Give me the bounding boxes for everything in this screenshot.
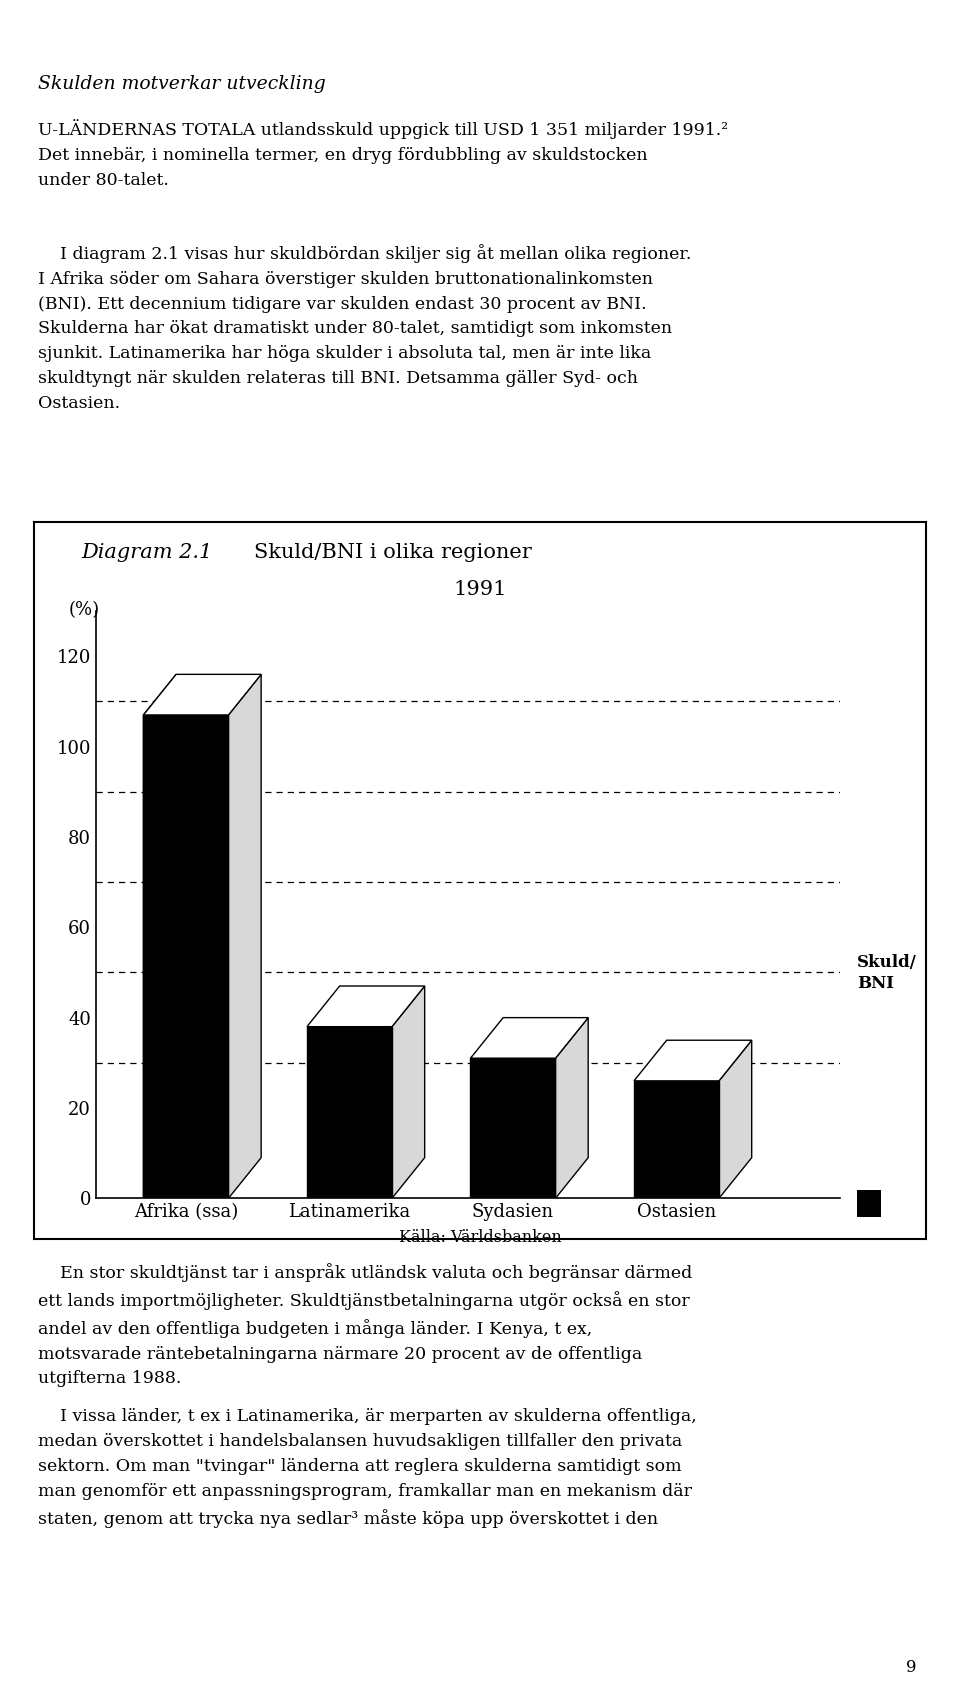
Text: Skulden motverkar utveckling: Skulden motverkar utveckling <box>38 75 326 94</box>
Polygon shape <box>143 674 176 1198</box>
Polygon shape <box>392 987 424 1198</box>
Bar <box>307 1026 392 1198</box>
Text: Skuld/BNI i olika regioner: Skuld/BNI i olika regioner <box>254 543 532 562</box>
Polygon shape <box>143 674 261 715</box>
Bar <box>143 715 228 1198</box>
Text: 1991: 1991 <box>453 580 507 599</box>
Polygon shape <box>307 987 424 1026</box>
Polygon shape <box>634 1040 752 1081</box>
Polygon shape <box>719 1040 752 1198</box>
Text: Diagram 2.1: Diagram 2.1 <box>82 543 213 562</box>
Bar <box>470 1058 556 1198</box>
Bar <box>143 715 228 1198</box>
Polygon shape <box>470 1017 588 1058</box>
Text: I diagram 2.1 visas hur skuldbördan skiljer sig åt mellan olika regioner.
I Afri: I diagram 2.1 visas hur skuldbördan skil… <box>38 244 692 411</box>
Text: 9: 9 <box>906 1659 917 1676</box>
Bar <box>634 1081 719 1198</box>
Text: U-LÄNDERNAS TOTALA utlandsskuld uppgick till USD 1 351 miljarder 1991.²
Det inne: U-LÄNDERNAS TOTALA utlandsskuld uppgick … <box>38 119 729 189</box>
Text: En stor skuldtjänst tar i anspråk utländsk valuta och begränsar därmed
ett lands: En stor skuldtjänst tar i anspråk utländ… <box>38 1263 693 1388</box>
Text: I vissa länder, t ex i Latinamerika, är merparten av skulderna offentliga,
medan: I vissa länder, t ex i Latinamerika, är … <box>38 1408 697 1528</box>
Bar <box>634 1081 719 1198</box>
Text: Skuld/
BNI: Skuld/ BNI <box>857 954 917 992</box>
Text: Källa: Världsbanken: Källa: Världsbanken <box>398 1229 562 1246</box>
Bar <box>470 1058 556 1198</box>
Bar <box>307 1026 392 1198</box>
Polygon shape <box>228 674 261 1198</box>
Text: (%): (%) <box>69 601 100 620</box>
Polygon shape <box>556 1017 588 1198</box>
